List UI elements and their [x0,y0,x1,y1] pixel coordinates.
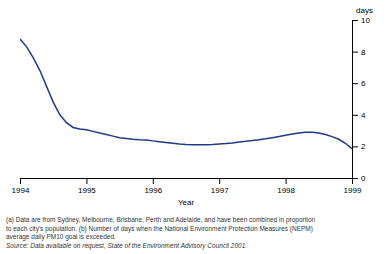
x-axis: 1994 1995 1996 1997 1998 1999 [12,178,362,195]
y-tick: 2 [352,142,366,151]
footnote: average daily PM10 goal is exceeded. [6,233,116,241]
y-tick-mark [352,146,358,147]
marks [20,39,352,149]
y-tick-mark [352,115,358,116]
x-tick-label: 1995 [78,186,96,195]
x-tick-label: 1996 [144,186,162,195]
y-tick-label: 0 [361,174,366,183]
y-tick-mark [352,52,358,53]
y-tick-mark [352,178,358,179]
x-axis-title: Year [178,198,195,207]
x-tick: 1996 [144,178,162,195]
x-tick-label: 1999 [344,186,362,195]
y-axis-line [353,21,359,179]
x-tick-mark [86,178,87,184]
y-tick-mark [352,83,358,84]
y-tick: 10 [352,16,370,25]
x-tick: 1998 [277,178,295,195]
y-axis-title: days [356,6,373,15]
y-tick: 8 [352,48,366,57]
x-tick: 1997 [211,178,229,195]
x-tick: 1995 [78,178,96,195]
x-tick-label: 1994 [12,186,30,195]
y-tick: 6 [352,79,366,88]
x-tick-mark [286,178,287,184]
footnote: Source: Data available on request, State… [6,242,247,250]
y-tick-label: 2 [361,142,366,151]
data-line [20,39,352,149]
x-tick: 1999 [344,178,362,195]
x-tick-mark [153,178,154,184]
y-tick-label: 8 [361,48,366,57]
x-tick-mark [219,178,220,184]
plot: 1994 1995 1996 1997 1998 1999 0 2 4 6 8 10 Year days [12,6,373,207]
y-tick-label: 6 [361,79,366,88]
x-tick-label: 1998 [277,186,295,195]
y-tick-label: 10 [361,16,370,25]
y-tick-label: 4 [361,111,366,120]
x-tick: 1994 [12,178,30,195]
x-tick-mark [20,178,21,184]
footnote: to each city's population. (b) Number of… [6,225,313,233]
x-axis-line [21,179,353,185]
footnote: (a) Data are from Sydney, Melbourne, Bri… [6,216,316,224]
y-axis: 0 2 4 6 8 10 [352,16,370,183]
x-tick-label: 1997 [211,186,229,195]
y-tick-mark [352,20,358,21]
y-tick: 0 [352,174,366,183]
y-tick: 4 [352,111,366,120]
chart: 1994 1995 1996 1997 1998 1999 0 2 4 6 8 10 Year days (… [0,0,386,254]
